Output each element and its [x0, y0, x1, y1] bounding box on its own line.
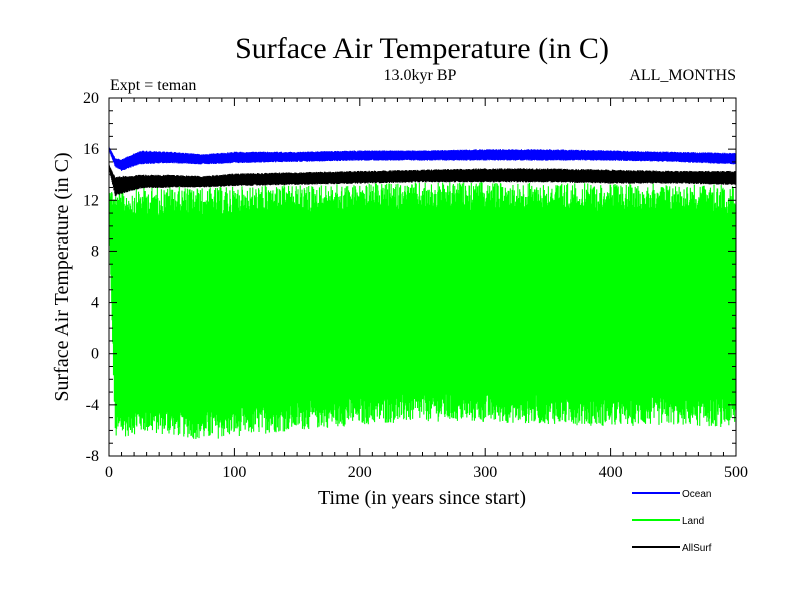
legend: Ocean Land AllSurf	[632, 489, 712, 554]
x-tick-label: 400	[599, 464, 623, 481]
subtitle-months: ALL_MONTHS	[629, 67, 736, 84]
chart-title: Surface Air Temperature (in C)	[235, 32, 609, 65]
subtitle-expt: Expt = teman	[110, 77, 196, 94]
series-land-line	[109, 182, 736, 439]
y-tick-label: 0	[91, 346, 99, 363]
y-tick-label: 4	[91, 295, 99, 312]
series-allsurf-line	[109, 164, 736, 197]
y-tick-label: 16	[83, 141, 99, 158]
x-tick-label: 300	[473, 464, 497, 481]
legend-label-ocean: Ocean	[682, 489, 711, 500]
y-tick-label: 12	[83, 192, 99, 209]
legend-label-land: Land	[682, 516, 704, 527]
x-axis-label: Time (in years since start)	[318, 487, 526, 509]
y-axis-label: Surface Air Temperature (in C)	[51, 152, 73, 401]
plot-area	[109, 146, 736, 439]
series-layer	[109, 146, 736, 439]
y-tick-label: -4	[86, 397, 99, 414]
x-tick-label: 0	[105, 464, 113, 481]
x-tick-label: 200	[348, 464, 372, 481]
x-tick-label: 100	[222, 464, 246, 481]
y-tick-label: 20	[83, 90, 99, 107]
y-tick-label: -8	[86, 448, 99, 465]
y-tick-label: 8	[91, 243, 99, 260]
axes-layer: 0 100 200 300 400 500 -8 -4 0 4 8 12 16 20	[83, 90, 748, 481]
series-ocean-line	[109, 146, 736, 171]
legend-label-allsurf: AllSurf	[682, 543, 712, 554]
x-tick-label: 500	[724, 464, 748, 481]
subtitle-period: 13.0kyr BP	[384, 67, 457, 84]
